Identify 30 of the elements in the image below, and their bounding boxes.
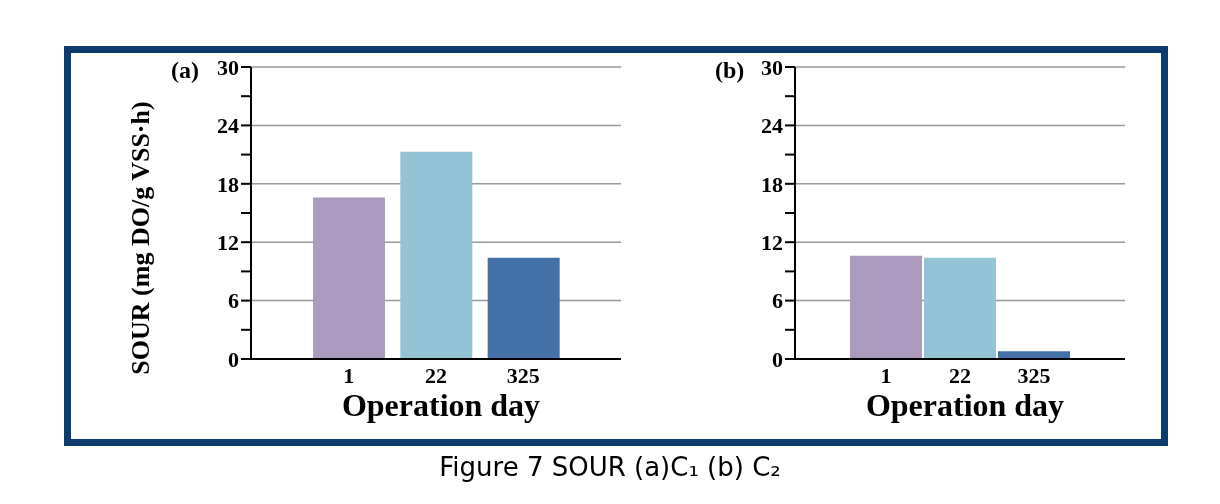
bar (850, 255, 922, 359)
y-tick-label: 12 (761, 230, 783, 256)
bar (487, 257, 560, 359)
y-axis-title: SOUR (mg DO/g VSS·h) (126, 101, 156, 375)
x-tick-label: 325 (506, 362, 540, 388)
chart-title: (b) (715, 57, 745, 84)
x-tick-label: 1 (343, 362, 355, 388)
x-tick-label: 1 (880, 362, 892, 388)
y-tick-label: 30 (761, 54, 783, 80)
y-tick-label: 0 (772, 346, 783, 372)
y-tick-label: 24 (761, 113, 783, 139)
x-tick-label: 325 (1017, 362, 1051, 388)
y-tick-label: 30 (217, 54, 239, 80)
caption: Figure 7 SOUR (a)C₁ (b) C₂ (438, 452, 782, 482)
chart-title: (a) (171, 57, 199, 84)
bar (400, 151, 473, 359)
bar (313, 197, 385, 359)
bar (998, 351, 1070, 359)
x-tick-label: 22 (425, 362, 447, 388)
y-tick-label: 6 (228, 288, 239, 314)
y-tick-label: 6 (772, 288, 783, 314)
y-tick-label: 0 (228, 346, 239, 372)
x-axis-title: Operation day (864, 387, 1066, 424)
x-axis-title: Operation day (340, 387, 542, 424)
y-tick-label: 18 (217, 171, 239, 197)
y-tick-label: 24 (217, 113, 239, 139)
y-tick-label: 12 (217, 230, 239, 256)
y-tick-label: 18 (761, 171, 783, 197)
bar (924, 257, 996, 359)
x-tick-label: 22 (949, 362, 971, 388)
